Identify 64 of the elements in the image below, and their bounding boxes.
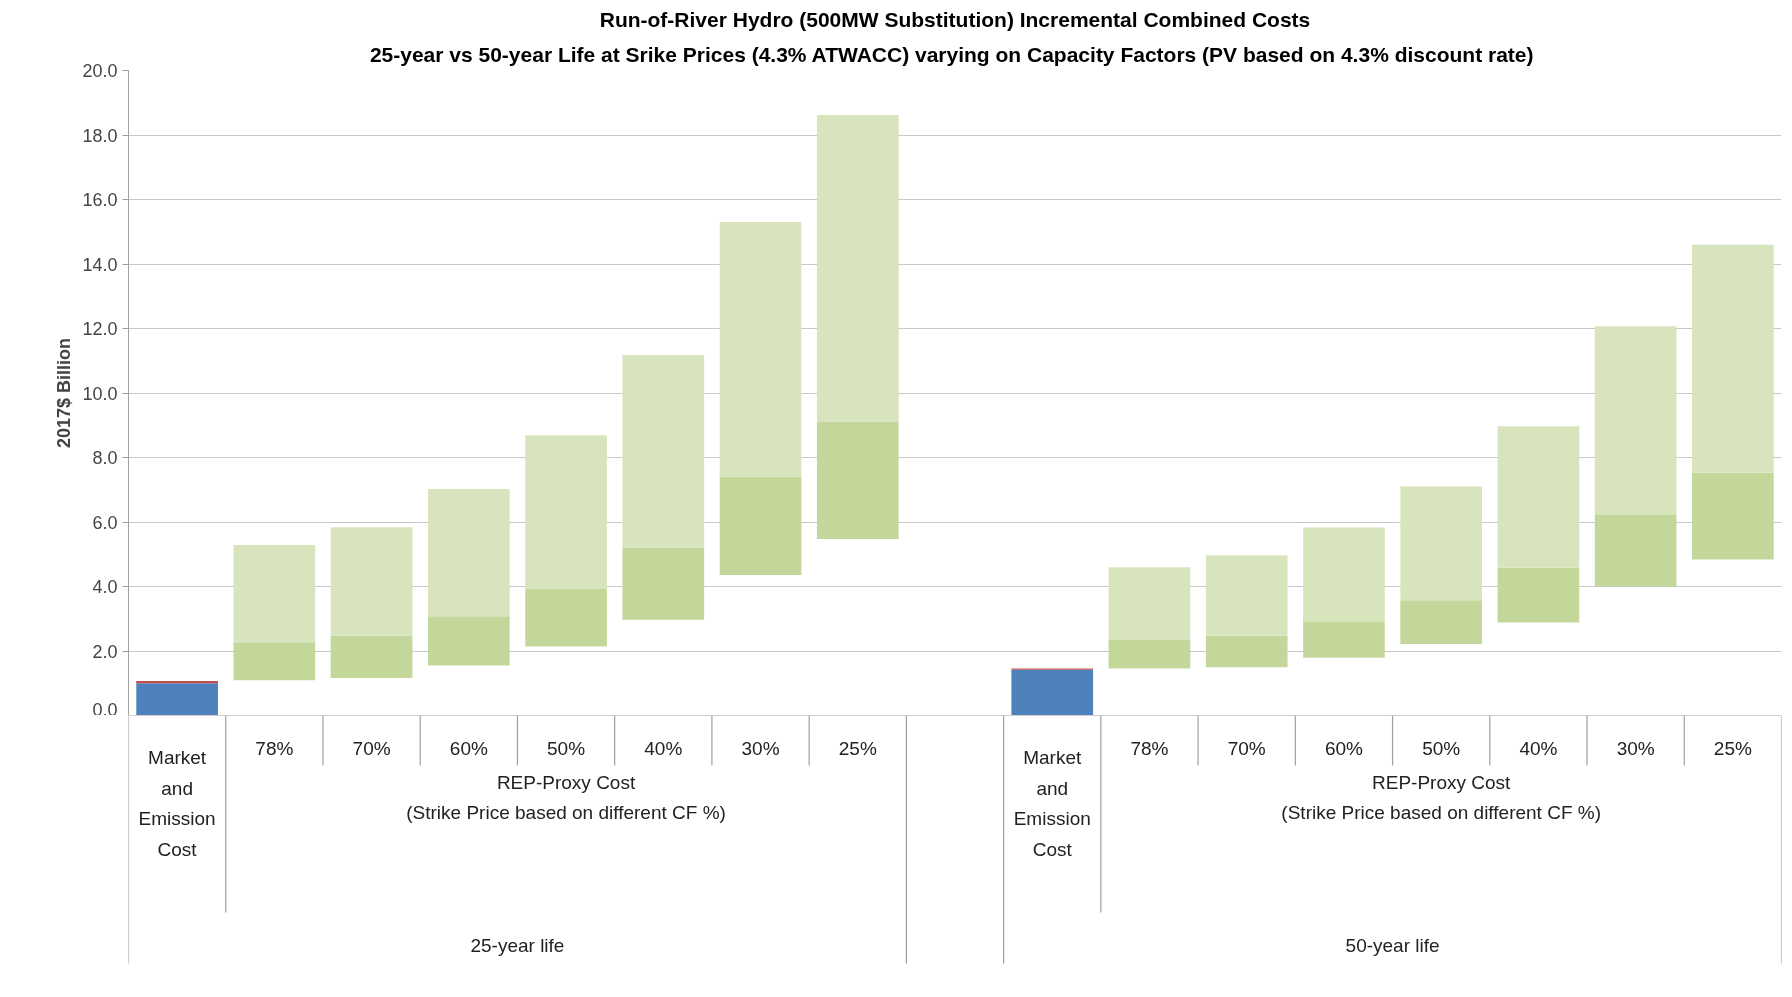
y-tick-label: 4.0 bbox=[92, 577, 118, 597]
bar bbox=[1692, 472, 1774, 560]
y-tick-label: 6.0 bbox=[92, 512, 118, 533]
x-tick-label: 25% bbox=[1713, 738, 1752, 759]
bar bbox=[1497, 426, 1580, 568]
x-tick-label: 70% bbox=[352, 738, 391, 759]
text: 50-year life bbox=[1345, 935, 1440, 956]
text: Market and Emission Cost bbox=[1013, 747, 1091, 860]
x-tick-label: 70% bbox=[1227, 738, 1266, 759]
bar bbox=[136, 683, 218, 715]
bar bbox=[1594, 514, 1677, 587]
bar bbox=[1594, 326, 1677, 515]
bar bbox=[1108, 639, 1191, 669]
bar bbox=[1205, 635, 1288, 668]
y-tick-label: 12.0 bbox=[82, 319, 118, 339]
bar bbox=[719, 476, 802, 575]
x-tick-label: 50% bbox=[547, 738, 586, 759]
x-tick-label: 25% bbox=[838, 738, 877, 759]
x-tick-label: 30% bbox=[741, 738, 780, 759]
text: Market and Emission Cost bbox=[138, 747, 216, 860]
bar bbox=[816, 421, 899, 540]
chart-title: Run-of-River Hydro (500MW Substitution) Incremental Combined Costs bbox=[599, 7, 1311, 31]
bar bbox=[233, 544, 316, 643]
y-tick-label: 20.0 bbox=[82, 61, 118, 81]
bar bbox=[1400, 486, 1483, 601]
bar bbox=[622, 354, 705, 548]
bar bbox=[525, 435, 607, 589]
bar bbox=[1497, 567, 1580, 623]
bar bbox=[233, 642, 316, 681]
bar bbox=[1205, 555, 1288, 636]
chart-subtitle: 25-year vs 50-year Life at Srike Prices (4.3% ATWACC) varying on Capacity Factors (PV based on 4.3% discount rate) bbox=[369, 42, 1534, 66]
bar bbox=[1303, 527, 1385, 622]
x-tick-label: 40% bbox=[1519, 738, 1558, 759]
bar bbox=[1303, 621, 1385, 658]
x-tick-label: 50% bbox=[1422, 738, 1461, 759]
bar bbox=[330, 527, 413, 636]
bar bbox=[719, 222, 802, 477]
y-tick-label: 0.0 bbox=[92, 699, 118, 720]
bar bbox=[525, 588, 607, 647]
bar bbox=[427, 489, 510, 617]
y-tick-label: 10.0 bbox=[82, 383, 118, 404]
y-tick-label: 16.0 bbox=[82, 190, 118, 210]
y-tick-label: 8.0 bbox=[92, 448, 118, 468]
x-tick-label: 30% bbox=[1616, 738, 1655, 759]
y-tick-label: 14.0 bbox=[82, 254, 118, 275]
bar bbox=[1400, 600, 1483, 644]
x-tick-label: 40% bbox=[644, 738, 683, 759]
bar bbox=[330, 635, 413, 679]
y-axis-title: 2017$ Billion bbox=[54, 337, 75, 449]
x-tick-label: 78% bbox=[1130, 738, 1169, 759]
text: REP-Proxy Cost (Strike Price based on different CF %) bbox=[406, 771, 726, 824]
y-tick-label: 18.0 bbox=[82, 125, 118, 146]
text: REP-Proxy Cost (Strike Price based on different CF %) bbox=[1281, 771, 1601, 824]
bar bbox=[1692, 244, 1774, 473]
bar bbox=[622, 547, 705, 620]
x-tick-label: 78% bbox=[255, 738, 294, 759]
y-tick-label: 2.0 bbox=[92, 641, 118, 662]
bar bbox=[1108, 567, 1191, 640]
text: 25-year life bbox=[470, 935, 565, 956]
x-tick-label: 60% bbox=[1324, 738, 1364, 759]
bar bbox=[1011, 669, 1094, 715]
x-tick-label: 60% bbox=[449, 738, 488, 759]
bar bbox=[816, 115, 899, 422]
bar bbox=[427, 616, 510, 666]
